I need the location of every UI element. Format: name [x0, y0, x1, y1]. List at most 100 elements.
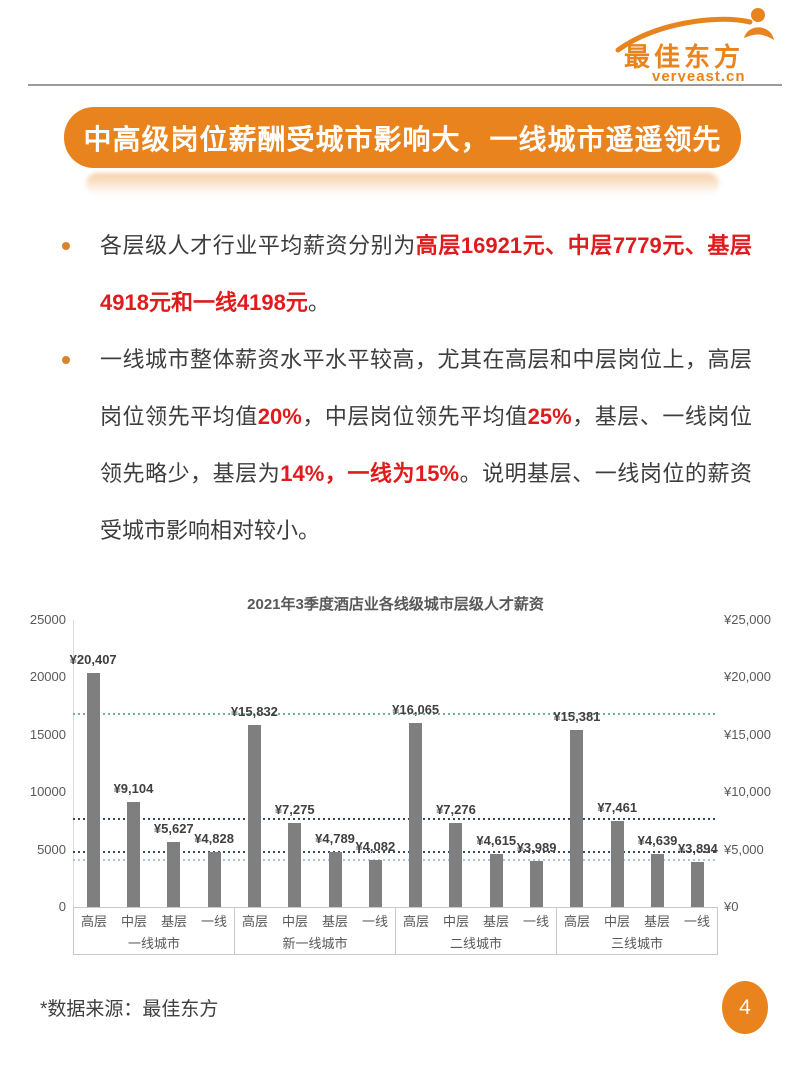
chart-title: 2021年3季度酒店业各线级城市层级人才薪资	[247, 596, 544, 613]
bullet-dot-icon	[62, 242, 70, 250]
text-segment: 。说明基层、一线岗位的薪资受城市影响相对较小。	[100, 461, 752, 543]
logo-swoosh-icon	[615, 16, 753, 53]
bar-value-label: ¥3,894	[677, 841, 718, 857]
x-axis-category-label: 中层	[442, 914, 469, 929]
bar-value-label: ¥7,276	[436, 802, 476, 818]
logo-person-body-icon	[744, 27, 774, 40]
bar-value-label: ¥20,407	[69, 651, 117, 667]
average-reference-line	[73, 817, 718, 820]
x-axis-category-label: 高层	[402, 914, 429, 929]
text-segment: 25%	[527, 404, 572, 429]
x-axis-group: 高层 中层 基层 一线二线城市	[395, 908, 556, 954]
bar-value-label: ¥4,082	[355, 839, 396, 855]
text-segment: 各层级人才行业平均薪资分别为	[100, 233, 416, 258]
x-axis-category-label: 中层	[281, 914, 308, 929]
logo-person-icon	[751, 8, 765, 22]
text-segment: 。	[307, 290, 330, 315]
bar-value-label: ¥7,461	[597, 800, 638, 816]
bar-三线城市-高层	[570, 730, 584, 907]
bar-value-label: ¥4,639	[637, 832, 678, 848]
x-axis-category-label: 基层	[643, 914, 670, 929]
bullet-item: 各层级人才行业平均薪资分别为高层16921元、中层7779元、基层4918元和一…	[62, 217, 752, 331]
x-axis-category-row: 高层 中层 基层 一线	[396, 908, 556, 933]
bullet-marker	[62, 331, 100, 559]
bar-三线城市-中层	[610, 821, 624, 907]
y-axis-line	[73, 620, 74, 907]
y-axis-left-tick: 0	[58, 899, 66, 914]
page-number-badge: 4	[722, 981, 768, 1034]
x-axis-category-label: 高层	[241, 914, 268, 929]
bar-一线城市-高层	[86, 672, 100, 907]
bar-新一线城市-基层	[328, 852, 342, 907]
header-divider	[28, 84, 782, 86]
x-axis-category-label: 基层	[482, 914, 509, 929]
y-axis-left-tick: 5000	[37, 841, 66, 857]
bar-二线城市-高层	[409, 722, 423, 907]
bar-value-label: ¥4,789	[315, 831, 355, 847]
x-axis-category-row: 高层 中层 基层 一线	[74, 908, 234, 933]
bullet-item: 一线城市整体薪资水平水平较高，尤其在高层和中层岗位上，高层岗位领先平均值20%，…	[62, 331, 752, 559]
bullet-marker	[62, 217, 100, 331]
salary-chart: 2021年3季度酒店业各线级城市层级人才薪资 0 ¥0 5000 ¥5,000 1000…	[0, 585, 800, 977]
x-axis-category-label: 高层	[563, 914, 590, 929]
page-title: 中高级岗位薪酬受城市影响大，一线城市遥遥领先	[83, 123, 722, 155]
bar-value-label: ¥16,065	[392, 701, 440, 717]
y-axis-right-tick: ¥20,000	[724, 669, 771, 685]
text-segment: 高层16921元、中层7779元、基层4918元和一线4198元	[100, 233, 752, 315]
x-axis-group-label: 三线城市	[610, 936, 663, 951]
y-axis-left-tick: 25000	[29, 612, 66, 627]
bar-一线城市-中层	[126, 802, 140, 907]
text-segment: 14%，一线为15%	[280, 461, 460, 486]
x-axis-label-box: 高层 中层 基层 一线 一线城市 高层 中层 基层 一线 新一线城市 高层 中层 基层 一线 二线城市 高层中…	[73, 907, 718, 955]
x-axis-group: 高层 中层 基层 一线三线城市	[556, 908, 717, 954]
x-axis-group-label: 新一线城市	[282, 936, 348, 951]
x-axis-category-label: 一线	[522, 914, 549, 929]
title-banner: 中高级岗位薪酬受城市影响大，一线城市遥遥领先	[64, 107, 741, 168]
bar-二线城市-基层	[489, 854, 503, 907]
average-reference-line	[73, 850, 718, 853]
page-number: 4	[739, 995, 751, 1019]
bar-value-label: ¥3,989	[516, 840, 557, 856]
bar-新一线城市-中层	[288, 823, 302, 907]
y-axis-right-tick: ¥5,000	[724, 841, 764, 857]
bar-value-label: ¥5,627	[153, 821, 194, 837]
x-axis-group-label: 一线城市	[127, 936, 180, 951]
bar-value-label: ¥15,381	[553, 709, 601, 725]
bullet-list: 各层级人才行业平均薪资分别为高层16921元、中层7779元、基层4918元和一…	[62, 217, 752, 559]
brand-logo: 最佳东方 veryeast.cn	[615, 8, 774, 82]
bar-一线城市-一线	[207, 851, 221, 907]
x-axis-group: 高层 中层 基层 一线 新一线城市	[234, 908, 395, 954]
x-axis-category-row: 高层 中层 基层 一线	[557, 908, 717, 933]
y-axis-left-tick: 10000	[29, 784, 66, 800]
bar-三线城市-基层	[651, 853, 665, 907]
x-axis-category-label: 中层	[120, 914, 147, 929]
text-segment: ，基层、一线岗位领先略少，基层为	[100, 404, 752, 486]
bar-新一线城市-高层	[247, 725, 261, 907]
text-segment: 20%	[257, 404, 302, 429]
x-axis-category-label: 一线	[683, 914, 710, 929]
y-axis-left-tick: 20000	[29, 669, 66, 685]
bullet-text: 各层级人才行业平均薪资分别为高层16921元、中层7779元、基层4918元和一…	[100, 217, 752, 331]
bullet-dot-icon	[62, 356, 70, 364]
average-reference-line	[73, 858, 718, 861]
x-axis-category-label: 一线	[200, 914, 227, 929]
text-segment: 一线城市整体薪资水平水平较高，尤其在高层和中层岗位上，高层岗位领先平均值	[100, 347, 752, 429]
x-axis-category-label: 中层	[603, 914, 630, 929]
y-axis-right-tick: ¥15,000	[724, 726, 771, 742]
bar-value-label: ¥15,832	[230, 704, 278, 720]
y-axis-right-tick: ¥0	[724, 899, 739, 914]
x-axis-group-label: 二线城市	[449, 936, 502, 951]
bar-二线城市-中层	[449, 823, 463, 907]
logo-text: 最佳东方	[624, 42, 744, 72]
bar-value-label: ¥7,275	[274, 802, 315, 818]
logo-domain: veryeast.cn	[652, 68, 746, 82]
x-axis-category-label: 一线	[361, 914, 388, 929]
bar-二线城市-一线	[530, 861, 544, 907]
banner-reflection	[86, 173, 719, 195]
x-axis-category-label: 基层	[321, 914, 348, 929]
bar-value-label: ¥9,104	[113, 781, 154, 797]
bar-一线城市-基层	[167, 842, 181, 907]
average-reference-line	[73, 712, 718, 715]
bar-value-label: ¥4,828	[194, 830, 234, 846]
bar-三线城市-一线	[691, 862, 705, 907]
